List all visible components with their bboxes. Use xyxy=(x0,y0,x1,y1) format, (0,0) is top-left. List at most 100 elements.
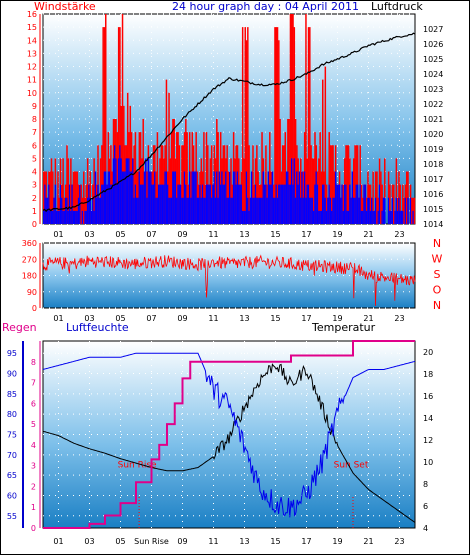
wind-mean-bar xyxy=(195,171,197,224)
x-tick-label: Sun Rise xyxy=(134,537,169,546)
wind-gust-bar xyxy=(305,14,307,224)
wind-mean-bar xyxy=(196,197,199,224)
wind-mean-bar xyxy=(151,184,153,224)
wind-mean-bar xyxy=(263,184,266,224)
wind-mean-bar xyxy=(367,197,369,224)
x-tick-label: 11 xyxy=(208,314,218,323)
direction-tick-label: 360 xyxy=(22,239,37,248)
wind-mean-bar xyxy=(119,145,121,224)
wind-tick-label: 0 xyxy=(32,220,37,229)
wind-gust-bar xyxy=(329,145,332,224)
x-tick-label: 21 xyxy=(363,230,373,239)
wind-gust-bar xyxy=(399,184,401,224)
wind-tick-label: 13 xyxy=(27,49,37,58)
wind-mean-bar xyxy=(342,210,345,224)
wind-mean-bar xyxy=(88,184,90,224)
wind-gust-bar xyxy=(203,132,205,224)
wind-mean-bar xyxy=(272,197,275,224)
wind-tick-label: 2 xyxy=(32,194,37,203)
wind-gust-bar xyxy=(52,171,54,224)
wind-mean-bar xyxy=(169,197,172,224)
pressure-tick-label: 1020 xyxy=(423,130,443,139)
wind-mean-bar xyxy=(279,184,281,224)
wind-gust-bar xyxy=(279,119,281,224)
temperature-tick-label: 18 xyxy=(423,370,433,379)
wind-mean-bar xyxy=(98,197,101,224)
wind-mean-bar xyxy=(217,197,219,224)
wind-mean-bar xyxy=(93,210,95,224)
wind-mean-bar xyxy=(107,171,110,224)
wind-mean-bar xyxy=(128,158,130,224)
wind-mean-bar xyxy=(152,184,155,224)
wind-mean-bar xyxy=(333,197,336,224)
wind-mean-bar xyxy=(269,184,271,224)
wind-mean-bar xyxy=(353,197,355,224)
wind-mean-bar xyxy=(314,184,316,224)
wind-mean-bar xyxy=(132,158,134,224)
wind-tick-label: 8 xyxy=(32,115,37,124)
wind-mean-bar xyxy=(115,158,117,224)
wind-mean-bar xyxy=(294,197,297,224)
x-tick-label: 13 xyxy=(239,230,249,239)
wind-mean-bar xyxy=(157,184,160,224)
wind-gust-bar xyxy=(402,184,404,224)
wind-mean-bar xyxy=(219,184,222,224)
wind-mean-bar xyxy=(203,197,205,224)
wind-mean-bar xyxy=(190,197,192,224)
wind-mean-bar xyxy=(332,197,334,224)
wind-mean-bar xyxy=(382,197,385,224)
wind-mean-bar xyxy=(231,197,234,224)
wind-gust-bar xyxy=(165,79,168,224)
humidity-tick-label: 80 xyxy=(7,410,17,419)
wind-gust-bar xyxy=(294,119,297,224)
wind-mean-bar xyxy=(183,171,186,224)
wind-mean-bar xyxy=(102,184,104,224)
wind-mean-bar xyxy=(323,184,325,224)
wind-mean-bar xyxy=(43,210,45,224)
x-tick-label: 03 xyxy=(84,537,94,546)
wind-mean-bar xyxy=(156,197,159,224)
wind-mean-bar xyxy=(389,210,391,224)
wind-mean-bar xyxy=(170,197,173,224)
wind-gust-bar xyxy=(72,171,75,224)
wind-gust-bar xyxy=(219,132,222,224)
wind-gust-bar xyxy=(85,184,88,224)
wind-mean-bar xyxy=(227,197,230,224)
wind-mean-bar xyxy=(204,197,206,224)
wind-mean-bar xyxy=(111,184,113,224)
wind-gust-bar xyxy=(116,132,119,224)
wind-mean-bar xyxy=(249,197,252,224)
wind-mean-bar xyxy=(256,197,258,224)
wind-gust-bar xyxy=(243,158,245,224)
wind-mean-bar xyxy=(44,184,46,224)
wind-mean-bar xyxy=(244,210,246,224)
wind-mean-bar xyxy=(258,197,261,224)
wind-tick-label: 11 xyxy=(27,76,37,85)
wind-mean-bar xyxy=(340,197,342,224)
wind-mean-bar xyxy=(129,171,132,224)
wind-mean-bar xyxy=(236,171,239,224)
wind-mean-bar xyxy=(265,184,267,224)
wind-mean-bar xyxy=(89,197,91,224)
humidity-tick-label: 55 xyxy=(7,512,17,521)
wind-mean-bar xyxy=(377,210,380,224)
wind-gust-bar xyxy=(57,171,59,224)
wind-mean-bar xyxy=(116,184,119,224)
wind-mean-bar xyxy=(72,210,75,224)
wind-gust-bar xyxy=(186,132,188,224)
wind-mean-bar xyxy=(57,210,59,224)
wind-mean-bar xyxy=(384,197,386,224)
wind-mean-bar xyxy=(192,171,195,224)
x-tick-label: 21 xyxy=(363,314,373,323)
wind-gust-bar xyxy=(372,171,374,224)
wind-mean-bar xyxy=(76,210,79,224)
wind-mean-bar xyxy=(407,197,409,224)
pressure-tick-label: 1017 xyxy=(423,175,443,184)
wind-mean-bar xyxy=(283,184,285,224)
rain-tick-label: 5 xyxy=(31,420,36,429)
x-tick-label: 07 xyxy=(146,314,156,323)
x-tick-label: 03 xyxy=(84,230,94,239)
wind-gust-bar xyxy=(360,184,363,224)
wind-tick-label: 10 xyxy=(27,89,37,98)
wind-gust-bar xyxy=(314,132,316,224)
